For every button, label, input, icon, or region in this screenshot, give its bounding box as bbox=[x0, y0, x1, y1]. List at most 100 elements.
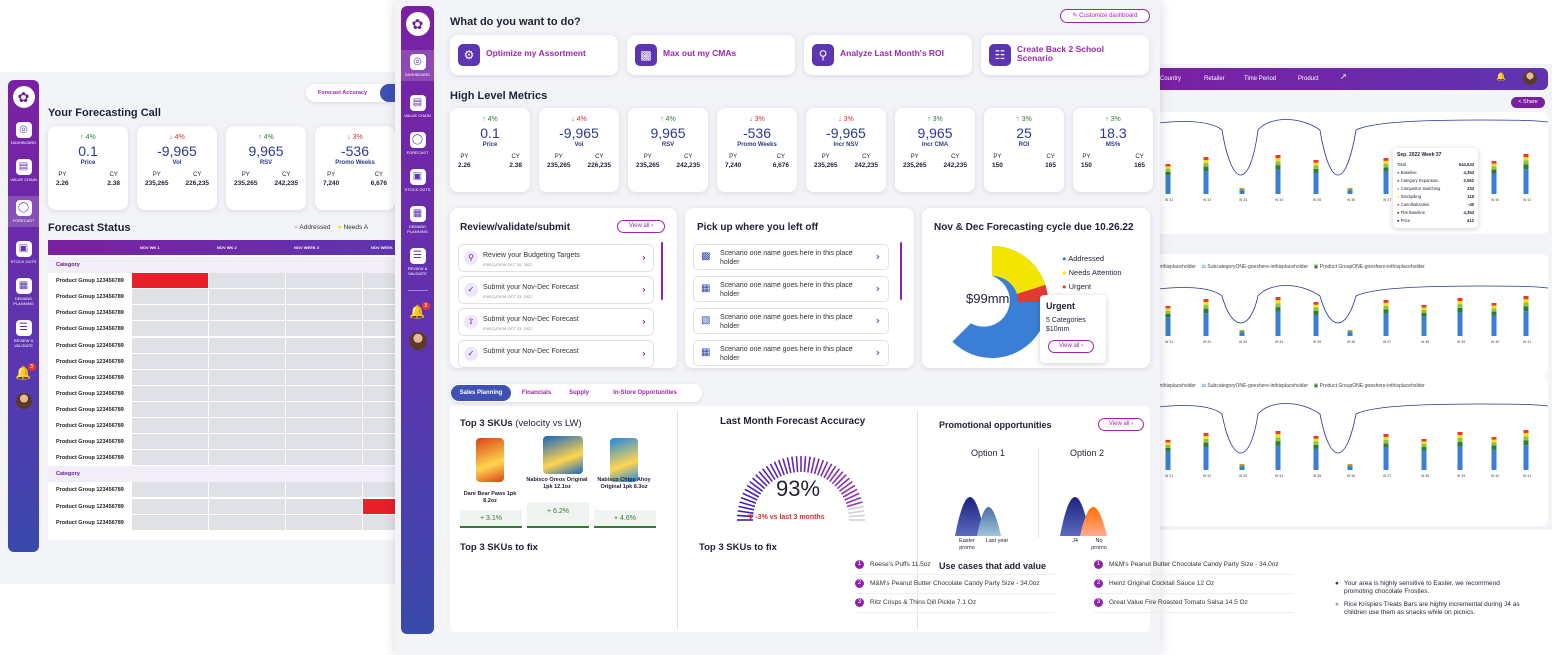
product-row-label[interactable]: Product Group 123456789 bbox=[56, 278, 124, 285]
table-cell[interactable] bbox=[132, 434, 209, 451]
fix-item[interactable]: 2 Heinz Original Cocktail Sauce 12 Oz bbox=[1094, 579, 1294, 594]
bell-icon[interactable]: 🔔 bbox=[1496, 72, 1506, 81]
urgent-cell[interactable] bbox=[363, 498, 395, 515]
column-header[interactable]: NOV WEEK bbox=[371, 245, 393, 250]
metric-card-roi[interactable]: ↑ 3% 25 ROI PY 150 CY 165 bbox=[984, 108, 1064, 192]
table-cell[interactable] bbox=[209, 273, 286, 290]
scrollbar[interactable] bbox=[900, 242, 902, 300]
avatar[interactable] bbox=[1523, 71, 1537, 85]
table-cell[interactable] bbox=[209, 450, 286, 467]
column-header[interactable]: NOV WK 2 bbox=[217, 245, 237, 250]
table-cell[interactable] bbox=[363, 450, 395, 467]
scenario-item[interactable]: ▧ Scenario one name goes here in this pla… bbox=[693, 308, 889, 334]
table-cell[interactable] bbox=[132, 401, 209, 418]
promo-view-all[interactable]: View all › bbox=[1098, 418, 1144, 431]
table-cell[interactable] bbox=[132, 418, 209, 434]
table-cell[interactable] bbox=[286, 353, 363, 370]
table-cell[interactable] bbox=[132, 337, 209, 354]
table-cell[interactable] bbox=[132, 514, 209, 531]
table-cell[interactable] bbox=[363, 321, 395, 338]
metric-card-price[interactable]: ↑ 4% 0.1 Price PY 2.26 CY 2.38 bbox=[48, 126, 128, 210]
filter-product[interactable]: Product bbox=[1298, 76, 1319, 82]
sidebar-item-demand-planning[interactable]: ▦ DEMAND PLANNING bbox=[401, 206, 434, 234]
fix-item[interactable]: 1 Reese's Puffs 11.5oz bbox=[855, 560, 1055, 575]
bell-icon[interactable]: 🔔 3 bbox=[409, 302, 430, 320]
table-cell[interactable] bbox=[286, 369, 363, 386]
table-cell[interactable] bbox=[132, 353, 209, 370]
metric-card-price[interactable]: ↑ 4% 0.1 Price PY 2.26 CY 2.38 bbox=[450, 108, 530, 192]
table-cell[interactable] bbox=[286, 401, 363, 418]
table-cell[interactable] bbox=[209, 337, 286, 354]
avatar[interactable] bbox=[15, 393, 32, 409]
sidebar-item-dashboard[interactable]: ◎ DASHBOARD bbox=[8, 122, 39, 145]
table-cell[interactable] bbox=[363, 337, 395, 354]
sidebar-item-demand-planning[interactable]: ▦ DEMAND PLANNING bbox=[8, 278, 39, 306]
product-row-label[interactable]: Product Group 123456789 bbox=[56, 519, 124, 526]
tab-supply[interactable]: Supply bbox=[568, 390, 589, 396]
forecast-accuracy-button[interactable]: Forecast Accuracy bbox=[318, 90, 368, 96]
sidebar-item-forecast[interactable]: ◯ FORECAST bbox=[401, 132, 434, 155]
scenario-item[interactable]: ▩ Scenario one name goes here in this pla… bbox=[693, 244, 889, 270]
table-cell[interactable] bbox=[132, 482, 209, 499]
metric-card-ms-[interactable]: ↑ 3% 18.3 MS% PY 150 CY 165 bbox=[1073, 108, 1153, 192]
avatar[interactable] bbox=[408, 332, 427, 350]
table-cell[interactable] bbox=[286, 321, 363, 338]
table-cell[interactable] bbox=[209, 418, 286, 434]
action-optimize-my-assortment[interactable]: ⚙ Optimize my Assortment bbox=[450, 35, 618, 75]
share-button[interactable]: < Share bbox=[1511, 97, 1545, 108]
toggle-active-segment[interactable] bbox=[380, 84, 395, 102]
table-cell[interactable] bbox=[286, 498, 363, 515]
scenario-item[interactable]: ▦ Scenario one name goes here in this pla… bbox=[693, 340, 889, 366]
table-cell[interactable] bbox=[286, 482, 363, 499]
filter-retailer[interactable]: Retailer bbox=[1204, 76, 1225, 82]
product-row-label[interactable]: Product Group 123456789 bbox=[56, 487, 124, 494]
table-cell[interactable] bbox=[286, 273, 363, 290]
sidebar-item-dashboard[interactable]: ◎ DASHBOARD bbox=[401, 50, 434, 81]
product-row-label[interactable]: Product Group 123456789 bbox=[56, 455, 124, 462]
fix-item[interactable]: 2 M&M's Peanut Butter Chocolate Candy Par… bbox=[855, 579, 1055, 594]
table-cell[interactable] bbox=[286, 385, 363, 402]
table-cell[interactable] bbox=[209, 369, 286, 386]
table-cell[interactable] bbox=[286, 450, 363, 467]
table-cell[interactable] bbox=[209, 353, 286, 370]
product-row-label[interactable]: Product Group 123456789 bbox=[56, 423, 124, 429]
table-cell[interactable] bbox=[363, 369, 395, 386]
metric-card-vol[interactable]: ↓ 4% -9,965 Vol PY 235,265 CY 226,235 bbox=[539, 108, 619, 192]
sidebar-item-value-chain[interactable]: ▤ VALUE CHAIN bbox=[8, 159, 39, 182]
table-cell[interactable] bbox=[209, 514, 286, 531]
table-cell[interactable] bbox=[363, 514, 395, 531]
table-cell[interactable] bbox=[132, 498, 209, 515]
product-row-label[interactable]: Product Group 123456789 bbox=[56, 390, 124, 397]
table-cell[interactable] bbox=[132, 289, 209, 306]
product-row-label[interactable]: Product Group 123456789 bbox=[56, 406, 124, 413]
tooltip-view-all[interactable]: View all › bbox=[1048, 340, 1094, 353]
table-cell[interactable] bbox=[286, 514, 363, 531]
table-cell[interactable] bbox=[132, 305, 209, 322]
tab-sales-planning[interactable]: Sales Planning bbox=[451, 385, 511, 401]
tab-in-store-opportunities[interactable]: In-Store Opportunities bbox=[613, 390, 677, 396]
metric-card-rsv[interactable]: ↑ 4% 9,965 RSV PY 235,265 CY 242,235 bbox=[628, 108, 708, 192]
table-cell[interactable] bbox=[209, 289, 286, 306]
sidebar-item-review-validate[interactable]: ☰ REVIEW & VALIDATE bbox=[8, 320, 39, 348]
table-cell[interactable] bbox=[286, 418, 363, 434]
table-cell[interactable] bbox=[286, 289, 363, 306]
task-item[interactable]: ⇧ Submit your Nov-Dec Forecast EXECUTION O… bbox=[458, 308, 654, 336]
table-cell[interactable] bbox=[363, 401, 395, 418]
table-cell[interactable] bbox=[132, 321, 209, 338]
fix-item[interactable]: 3 Great Value Fire Roasted Tomato Salsa 1… bbox=[1094, 598, 1294, 613]
filter-time-period[interactable]: Time Period bbox=[1244, 76, 1277, 82]
sidebar-item-value-chain[interactable]: ▤ VALUE CHAIN bbox=[401, 95, 434, 118]
table-cell[interactable] bbox=[209, 321, 286, 338]
table-cell[interactable] bbox=[286, 434, 363, 451]
export-icon[interactable]: ↗ bbox=[1340, 72, 1347, 81]
action-analyze-last-month-s-roi[interactable]: ⚲ Analyze Last Month's ROI bbox=[804, 35, 972, 75]
table-cell[interactable] bbox=[363, 482, 395, 499]
product-row-label[interactable]: Product Group 123456789 bbox=[56, 310, 124, 317]
customize-dashboard-button[interactable]: ✎ Customize dashboard bbox=[1060, 9, 1150, 23]
review-view-all[interactable]: View all › bbox=[617, 220, 665, 233]
task-item[interactable]: ✓ Submit your Nov-Dec Forecast › bbox=[458, 340, 654, 368]
metric-card-incr-nsv[interactable]: ↓ 3% -9,965 Incr NSV PY 235,265 CY 242,235 bbox=[806, 108, 886, 192]
table-cell[interactable] bbox=[132, 385, 209, 402]
table-cell[interactable] bbox=[209, 305, 286, 322]
sidebar-item-stock-outs[interactable]: ▣ STOCK OUTS bbox=[401, 169, 434, 192]
